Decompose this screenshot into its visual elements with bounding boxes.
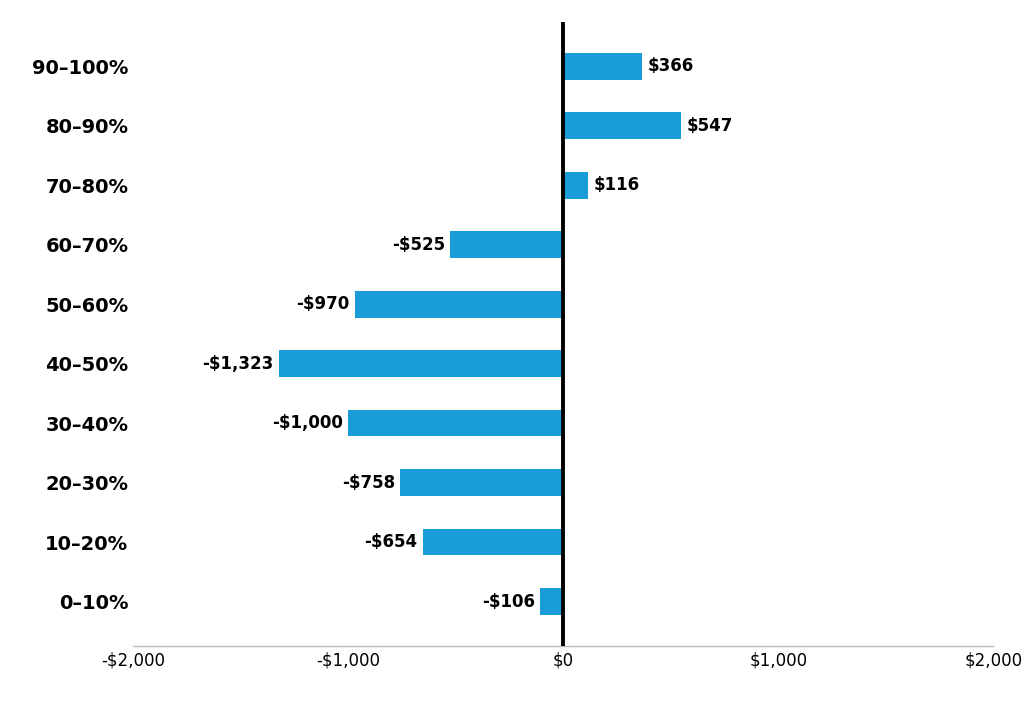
Text: $116: $116: [594, 176, 640, 194]
Text: $547: $547: [686, 116, 732, 135]
Text: -$654: -$654: [365, 533, 417, 551]
Bar: [451, 231, 563, 258]
Bar: [279, 350, 563, 377]
Text: -$758: -$758: [342, 474, 395, 492]
Bar: [348, 410, 563, 437]
Bar: [563, 112, 681, 139]
Bar: [541, 588, 563, 615]
Text: $366: $366: [647, 57, 693, 75]
Text: -$525: -$525: [392, 236, 445, 253]
Text: -$1,000: -$1,000: [272, 414, 343, 432]
Bar: [400, 470, 563, 496]
Bar: [423, 528, 563, 556]
Text: -$970: -$970: [296, 295, 349, 313]
Bar: [563, 53, 642, 80]
Text: -$106: -$106: [482, 592, 535, 610]
Bar: [563, 172, 588, 198]
Bar: [354, 291, 563, 317]
Text: -$1,323: -$1,323: [202, 355, 273, 373]
